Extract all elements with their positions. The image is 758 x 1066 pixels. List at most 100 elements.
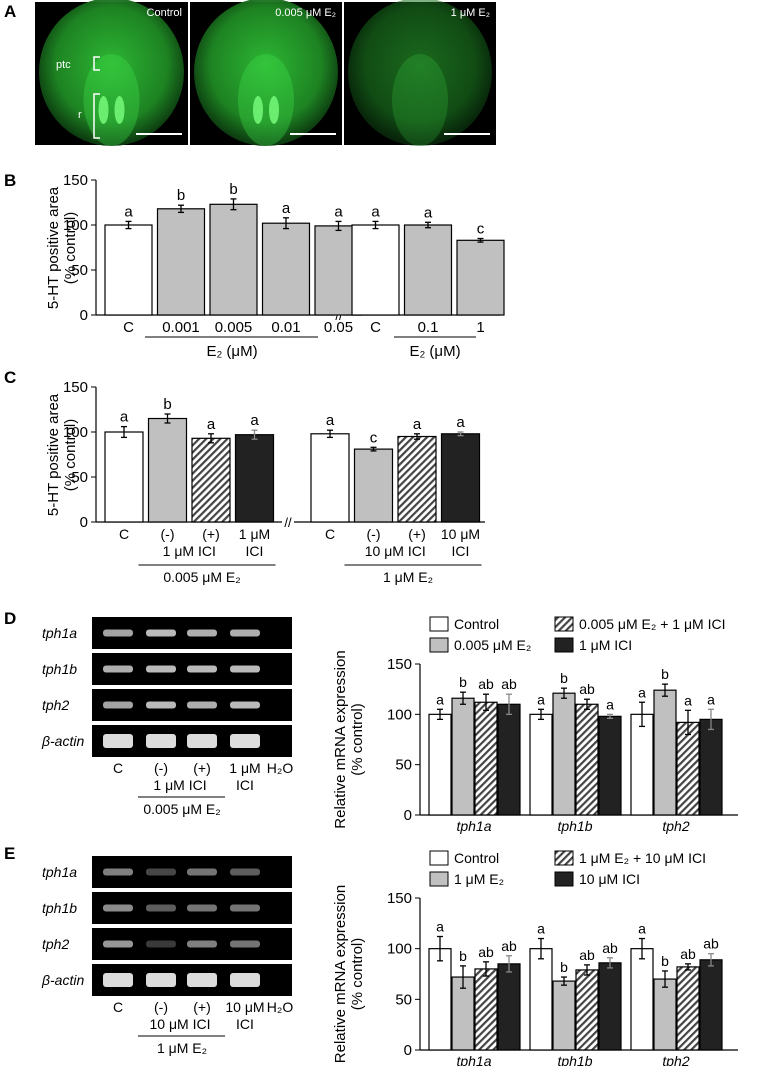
brain-shape bbox=[39, 0, 184, 146]
legend-label: 1 μM ICI bbox=[579, 637, 632, 653]
bar bbox=[529, 948, 553, 1051]
y-axis-label: Relative mRNA expression(% control) bbox=[332, 885, 366, 1063]
significance-letter: ab bbox=[478, 944, 494, 960]
y-axis-label-line1: Relative mRNA expression bbox=[332, 650, 349, 828]
significance-letter: ab bbox=[501, 676, 517, 692]
x-category-label: tph1b bbox=[557, 818, 592, 834]
x-tick-label-2: ICI bbox=[452, 543, 470, 559]
group-label: 1 μM E₂ bbox=[383, 569, 433, 585]
y-axis-label-line2: (% control) bbox=[62, 212, 79, 285]
bar bbox=[209, 203, 258, 316]
legend-swatch bbox=[429, 850, 449, 866]
x-tick-label: 0.1 bbox=[418, 319, 439, 336]
bar bbox=[104, 224, 153, 316]
gel-band bbox=[230, 665, 260, 673]
x-tick-label: (+) bbox=[408, 526, 426, 542]
y-axis-label-line2: (% control) bbox=[62, 419, 79, 492]
bar bbox=[474, 701, 498, 816]
significance-letter: b bbox=[459, 674, 467, 690]
significance-letter: b bbox=[229, 181, 237, 198]
bar bbox=[147, 417, 188, 523]
significance-letter: ab bbox=[703, 936, 719, 952]
x-tick-label: C bbox=[123, 319, 134, 336]
gel-band bbox=[230, 904, 260, 912]
gel-band bbox=[103, 629, 133, 637]
x-category-label: tph2 bbox=[662, 1053, 689, 1066]
gel-band bbox=[187, 665, 217, 673]
significance-letter: a bbox=[537, 921, 545, 937]
x-tick-label: C bbox=[370, 319, 381, 336]
gel-lane-label: (+) bbox=[193, 760, 211, 776]
gel-band bbox=[103, 701, 133, 709]
y-axis-label-line1: 5-HT positive area bbox=[45, 186, 62, 309]
legend-label: Control bbox=[454, 616, 499, 632]
gel-group-label: 10 μM ICI bbox=[150, 1016, 211, 1032]
gel-band bbox=[103, 734, 133, 748]
bar bbox=[474, 968, 498, 1051]
bar bbox=[261, 222, 311, 316]
gel-band bbox=[146, 665, 176, 673]
significance-letter: b bbox=[661, 666, 669, 682]
significance-letter: a bbox=[207, 416, 216, 433]
x-tick-label: 0.005 bbox=[215, 319, 253, 336]
gel-lane-label: C bbox=[113, 999, 123, 1015]
chart-e: 0 50 100 150 Relative mRNA expression(% cont… bbox=[332, 850, 738, 1066]
bar bbox=[191, 437, 231, 523]
legend-label: Control bbox=[454, 850, 499, 866]
micrograph-1: 0.005 μM E₂ bbox=[190, 0, 342, 146]
raphe-cluster bbox=[269, 96, 279, 124]
gel-band bbox=[230, 940, 260, 948]
legend-swatch bbox=[554, 850, 574, 866]
x-tick-label: 10 μM bbox=[441, 526, 480, 542]
chart-d: 0 50 100 150 Relative mRNA expression(% cont… bbox=[332, 616, 738, 834]
x-category-label: tph1a bbox=[456, 818, 491, 834]
axis-break: // bbox=[284, 515, 292, 530]
x-tick-label: (-) bbox=[161, 526, 175, 542]
bar bbox=[552, 980, 576, 1051]
significance-letter: a bbox=[707, 691, 715, 707]
significance-letter: a bbox=[684, 692, 692, 708]
legend-label: 1 μM E₂ + 10 μM ICI bbox=[579, 850, 706, 866]
legend-label: 0.005 μM E₂ + 1 μM ICI bbox=[579, 616, 725, 632]
bar bbox=[598, 962, 622, 1051]
brain-shape bbox=[348, 0, 492, 146]
y-tick-label: 0 bbox=[404, 1042, 412, 1059]
raphe-cluster bbox=[98, 96, 109, 124]
bar bbox=[440, 433, 481, 523]
x-tick-label: C bbox=[119, 526, 129, 542]
y-axis-label: 5-HT positive area(% control) bbox=[45, 393, 79, 516]
gel-band bbox=[187, 973, 217, 987]
y-axis-label-line1: 5-HT positive area bbox=[45, 393, 62, 516]
bar bbox=[529, 713, 553, 816]
y-tick-label: 150 bbox=[63, 379, 88, 396]
brain-shape bbox=[194, 0, 338, 146]
raphe-glow bbox=[392, 54, 448, 146]
gel-band bbox=[146, 940, 176, 948]
raphe-glow bbox=[83, 54, 140, 146]
bar bbox=[653, 978, 677, 1051]
y-axis-label-line2: (% control) bbox=[349, 938, 366, 1011]
significance-letter: a bbox=[537, 691, 545, 707]
gel-row-label: β-actin bbox=[41, 972, 84, 988]
bar bbox=[497, 963, 521, 1051]
gel-band bbox=[187, 940, 217, 948]
panel-letter-a: A bbox=[4, 2, 16, 21]
gel-band bbox=[187, 734, 217, 748]
x-tick-label: 0.001 bbox=[162, 319, 200, 336]
significance-letter: a bbox=[124, 203, 133, 220]
significance-letter: b bbox=[459, 948, 467, 964]
panel-letter-c: C bbox=[4, 368, 16, 387]
bar bbox=[428, 713, 452, 816]
x-category-label: tph1a bbox=[456, 1053, 491, 1066]
y-axis-label-line1: Relative mRNA expression bbox=[332, 885, 349, 1063]
gel-band bbox=[187, 904, 217, 912]
label-r: r bbox=[78, 109, 82, 121]
significance-letter: a bbox=[436, 691, 444, 707]
significance-letter: a bbox=[638, 684, 646, 700]
bar bbox=[397, 435, 437, 523]
bar bbox=[630, 948, 654, 1051]
micrograph-title: 0.005 μM E₂ bbox=[275, 7, 336, 19]
